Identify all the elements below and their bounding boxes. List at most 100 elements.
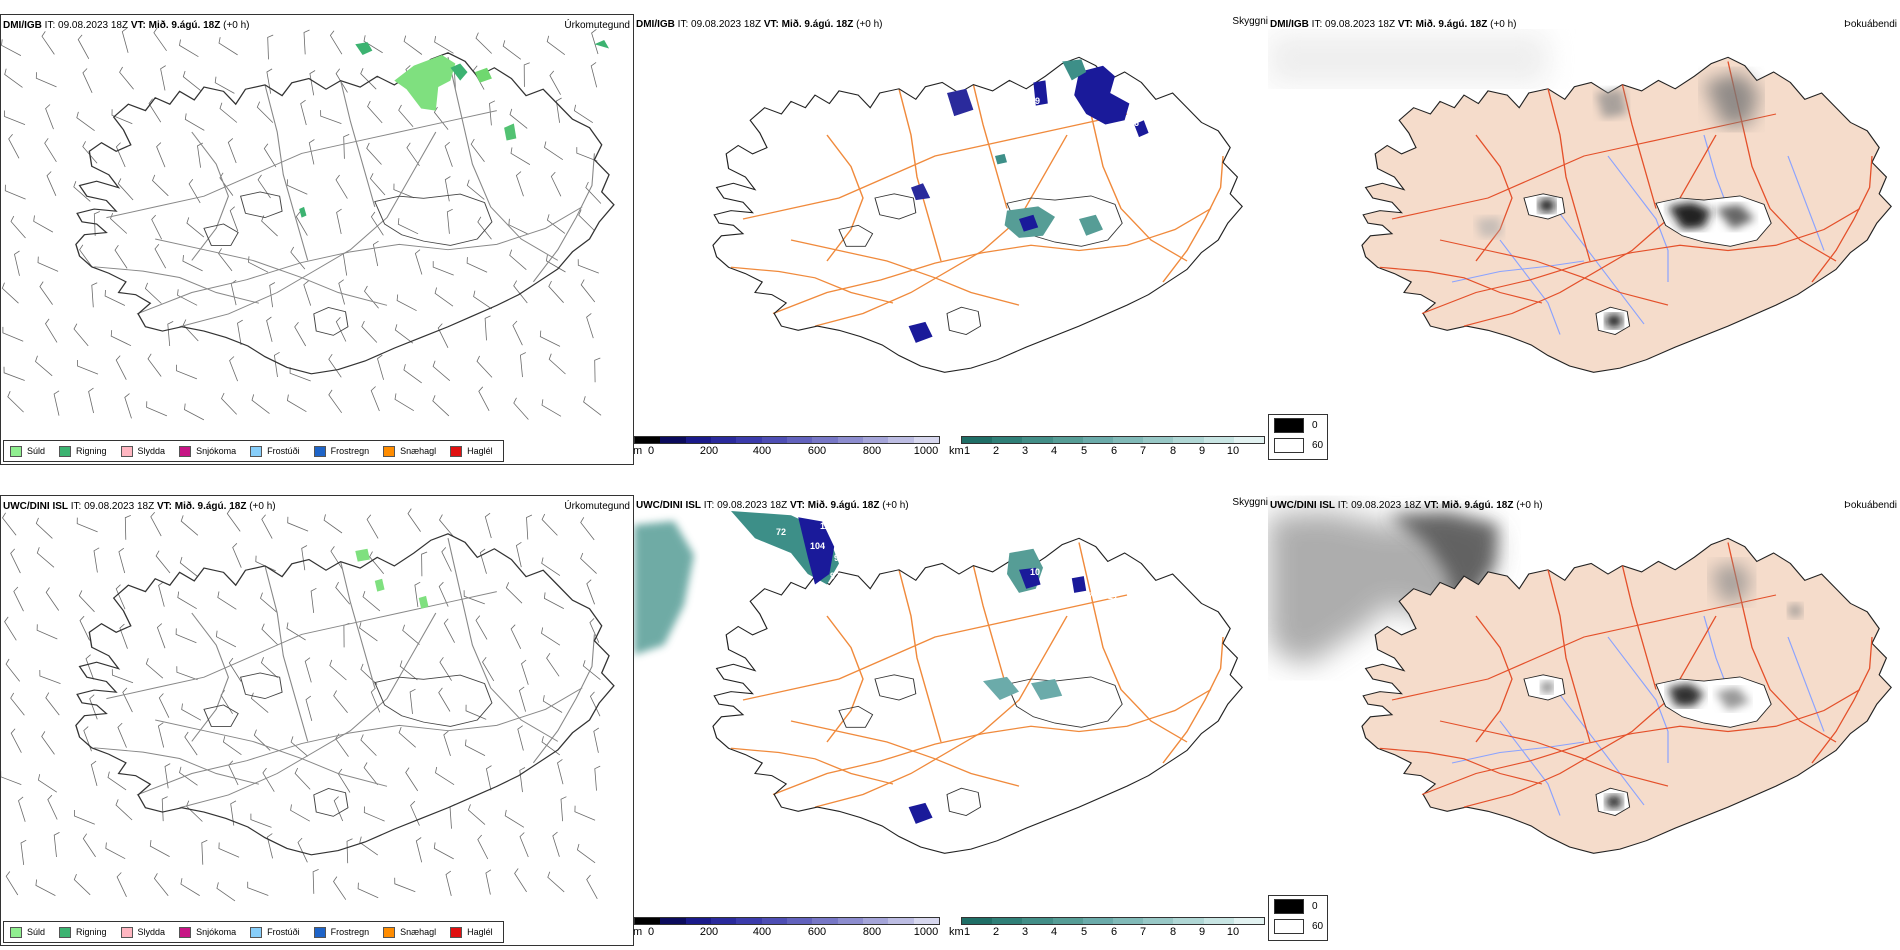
tick-label: 200 bbox=[699, 926, 719, 938]
cloud-value-labels: 72 111 104 93 92 8 10 77 21 50 5 bbox=[776, 521, 1152, 872]
wind-barb bbox=[509, 108, 528, 129]
wind-barb bbox=[5, 658, 21, 682]
wind-barb bbox=[10, 692, 25, 716]
wind-barb bbox=[152, 174, 169, 197]
tick-label: 8 bbox=[1169, 926, 1177, 938]
fog-legend: 0 60 bbox=[1268, 895, 1328, 941]
wind-barb bbox=[519, 767, 526, 793]
wind-barb bbox=[433, 106, 449, 130]
wind-barb bbox=[45, 692, 60, 716]
wind-barb bbox=[257, 174, 271, 199]
fog-legend: 0 60 bbox=[1268, 414, 1328, 460]
iceland-map bbox=[1268, 34, 1892, 373]
tick-label: 800 bbox=[862, 926, 882, 938]
wind-barb bbox=[578, 209, 595, 231]
wind-barb bbox=[574, 805, 596, 821]
wind-barb bbox=[446, 208, 453, 234]
wind-barb bbox=[589, 691, 601, 717]
wind-barb bbox=[589, 618, 600, 643]
legend-swatch bbox=[120, 445, 133, 457]
wind-barb bbox=[122, 687, 133, 713]
wind-barb bbox=[518, 686, 526, 712]
wind-barb bbox=[227, 138, 237, 164]
fog-corner-label: Þokuábendi bbox=[1844, 500, 1897, 511]
tick-label: 600 bbox=[807, 926, 827, 938]
wind-barb bbox=[476, 355, 493, 378]
wind-barb bbox=[329, 659, 347, 681]
unit-label: km bbox=[949, 926, 964, 938]
wind-barb bbox=[544, 141, 564, 161]
legend-item-frostudi: Frostúði bbox=[250, 926, 300, 938]
wind-barb bbox=[226, 508, 241, 532]
wind-barb bbox=[489, 100, 496, 126]
wind-barb bbox=[361, 320, 378, 343]
wind-barb bbox=[77, 34, 90, 59]
wind-barb bbox=[33, 215, 54, 233]
wind-barb bbox=[552, 831, 560, 857]
tick-label: 2 bbox=[992, 445, 1000, 457]
wind-barb bbox=[182, 70, 201, 91]
wind-barb bbox=[176, 666, 198, 681]
wind-barb bbox=[338, 279, 345, 305]
wind-barb bbox=[290, 736, 309, 757]
wind-barb bbox=[85, 654, 94, 680]
wind-barb bbox=[78, 590, 95, 613]
wind-barb bbox=[8, 134, 20, 159]
wind-barb bbox=[515, 541, 522, 568]
wind-barb bbox=[394, 393, 415, 412]
wind-barb bbox=[363, 35, 383, 54]
wind-barb bbox=[269, 282, 276, 308]
wind-barb bbox=[105, 842, 126, 860]
precip-areas bbox=[355, 548, 429, 609]
wind-barb bbox=[261, 623, 278, 645]
wind-barb bbox=[513, 397, 529, 420]
wind-barb bbox=[438, 687, 451, 712]
wind-barb bbox=[414, 581, 421, 607]
wind-barb bbox=[369, 173, 386, 196]
wind-barb bbox=[39, 281, 53, 305]
wind-barb bbox=[477, 834, 489, 860]
wind-barb bbox=[441, 547, 452, 572]
wind-barb bbox=[247, 256, 269, 273]
fog-legend-item: 0 bbox=[1269, 896, 1327, 916]
wind-barb bbox=[586, 313, 594, 339]
wind-barb bbox=[219, 172, 234, 196]
wind-barb bbox=[36, 624, 58, 640]
wind-barb bbox=[286, 394, 307, 413]
legend-swatch bbox=[59, 926, 72, 938]
wind-barb bbox=[13, 586, 24, 612]
fog-corner-label: Þokuábendi bbox=[1844, 19, 1897, 30]
wind-barb bbox=[323, 514, 343, 534]
wind-barb bbox=[148, 98, 162, 123]
legend-item-snaehagl: Snæhagl bbox=[383, 445, 436, 457]
wind-barb bbox=[184, 731, 198, 756]
wind-barb bbox=[218, 37, 238, 56]
wind-barb bbox=[304, 657, 312, 683]
wind-barb bbox=[110, 212, 128, 234]
tick-label: 400 bbox=[752, 445, 772, 457]
wind-barb bbox=[464, 739, 486, 756]
cloud-label: 50 bbox=[1089, 276, 1099, 286]
wind-barb bbox=[502, 40, 522, 60]
cloud-label: 318 bbox=[1028, 274, 1043, 284]
tick-label: 7 bbox=[1139, 445, 1147, 457]
wind-barb bbox=[115, 584, 126, 610]
unit-label: km bbox=[949, 445, 964, 457]
wind-barb bbox=[437, 323, 449, 348]
wind-barb bbox=[593, 727, 600, 753]
wind-barb bbox=[478, 386, 490, 411]
wind-barb bbox=[2, 326, 24, 342]
wind-barb bbox=[10, 728, 22, 753]
legend-item-haglel: Haglél bbox=[450, 445, 493, 457]
wind-barb bbox=[541, 736, 561, 756]
cloud-label: 21 bbox=[1108, 591, 1118, 601]
wind-barb bbox=[513, 280, 528, 304]
wind-barb bbox=[5, 871, 19, 896]
wind-barb bbox=[398, 104, 414, 128]
wind-barb bbox=[286, 179, 308, 195]
wind-barb bbox=[180, 878, 200, 896]
wind-barb bbox=[286, 622, 306, 641]
wind-barb bbox=[222, 736, 242, 756]
wind-barb bbox=[261, 514, 273, 539]
tick-label: 1000 bbox=[913, 926, 939, 938]
